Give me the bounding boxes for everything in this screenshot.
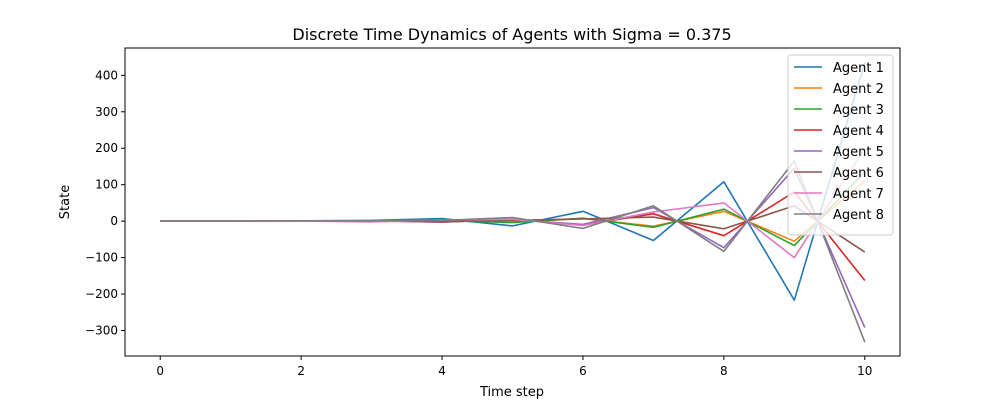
legend-box: [787, 54, 894, 236]
series-line-agent-2: [160, 180, 866, 242]
x-axis-label: Time step: [479, 385, 544, 400]
x-tick-label: 2: [297, 364, 305, 378]
series-line-agent-6: [160, 205, 866, 253]
y-tick-label: 200: [95, 141, 118, 155]
y-tick-label: 100: [95, 178, 118, 192]
y-tick-label: −200: [85, 287, 118, 301]
legend-label: Agent 2: [833, 82, 884, 97]
series-line-agent-1: [160, 62, 866, 302]
y-tick-label: −100: [85, 251, 118, 265]
chart-title: Discrete Time Dynamics of Agents with Si…: [292, 25, 731, 44]
y-axis-label: State: [58, 185, 73, 219]
y-axis: −300 −200 −100 0 100 200 300 400: [85, 68, 125, 337]
series-line-agent-8: [160, 160, 866, 343]
x-tick-label: 0: [156, 364, 164, 378]
y-tick-label: 0: [110, 214, 118, 228]
y-tick-label: 300: [95, 105, 118, 119]
series-line-agent-5: [160, 167, 866, 328]
y-tick-label: 400: [95, 68, 118, 82]
legend-label: Agent 5: [833, 145, 884, 160]
legend-label: Agent 8: [833, 208, 884, 223]
legend-label: Agent 1: [833, 61, 884, 76]
legend-label: Agent 7: [833, 187, 884, 202]
x-axis: 0 2 4 6 8 10: [156, 356, 872, 378]
series-layer: [160, 62, 866, 343]
x-tick-label: 10: [857, 364, 872, 378]
legend: Agent 1 Agent 2 Agent 3 Agent 4 Agent 5 Agent…: [787, 54, 894, 236]
x-tick-label: 4: [438, 364, 446, 378]
x-tick-label: 6: [579, 364, 587, 378]
y-tick-label: −300: [85, 323, 118, 337]
legend-label: Agent 6: [833, 166, 884, 181]
legend-label: Agent 4: [833, 124, 884, 139]
x-tick-label: 8: [720, 364, 728, 378]
plot-frame: [124, 47, 901, 357]
legend-label: Agent 3: [833, 103, 884, 118]
